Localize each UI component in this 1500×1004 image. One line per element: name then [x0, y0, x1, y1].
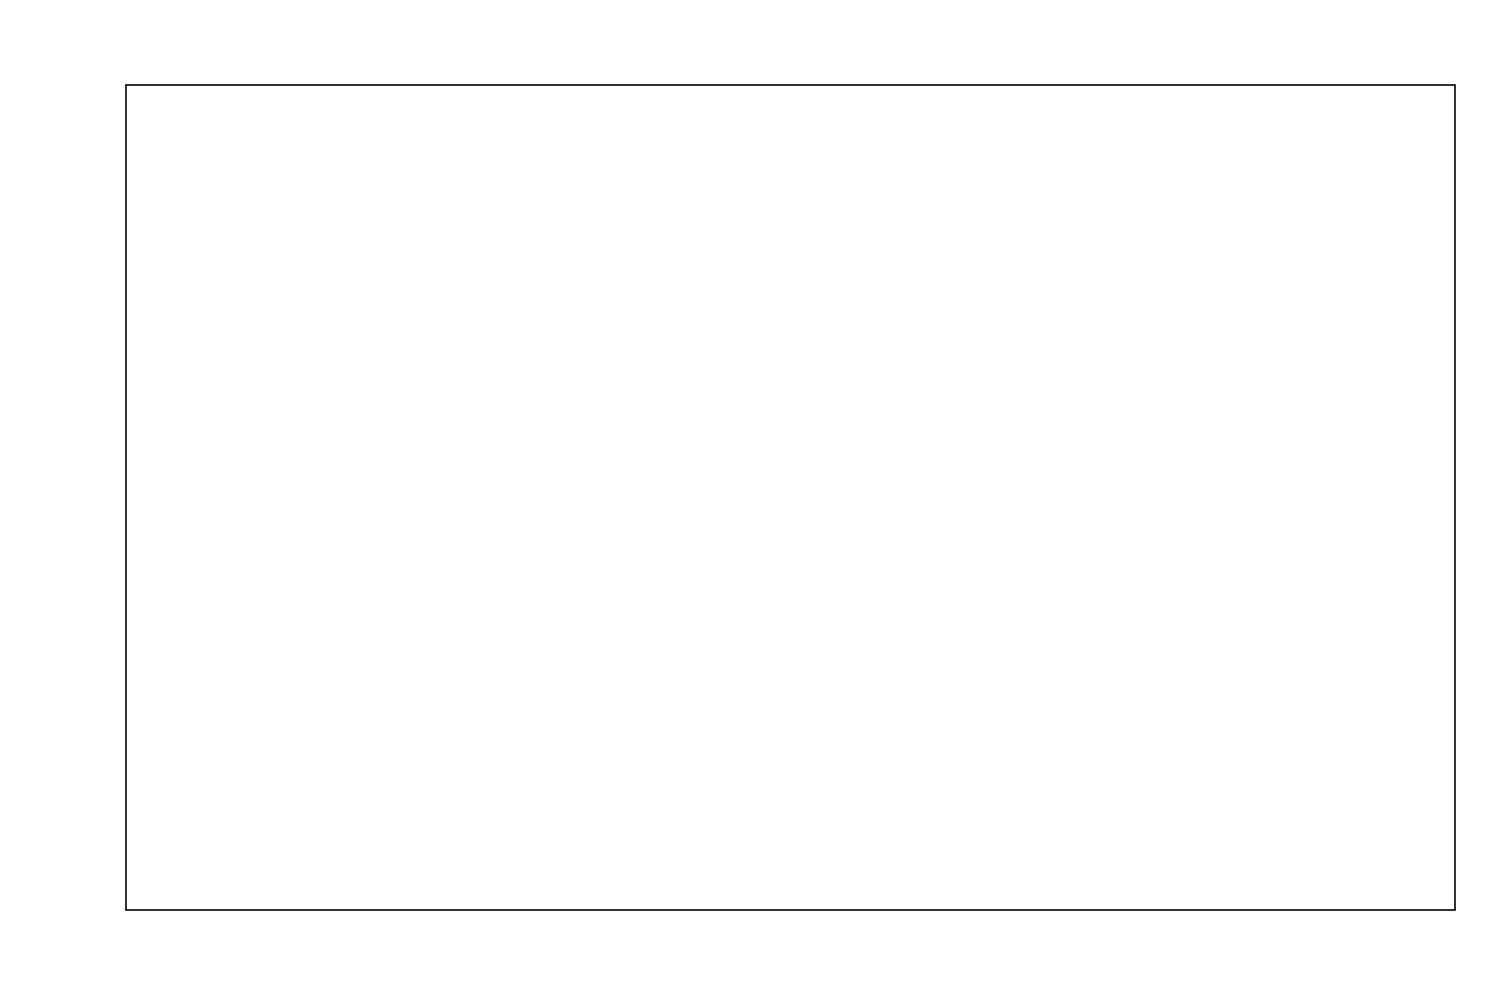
- plot-border: [125, 84, 1456, 911]
